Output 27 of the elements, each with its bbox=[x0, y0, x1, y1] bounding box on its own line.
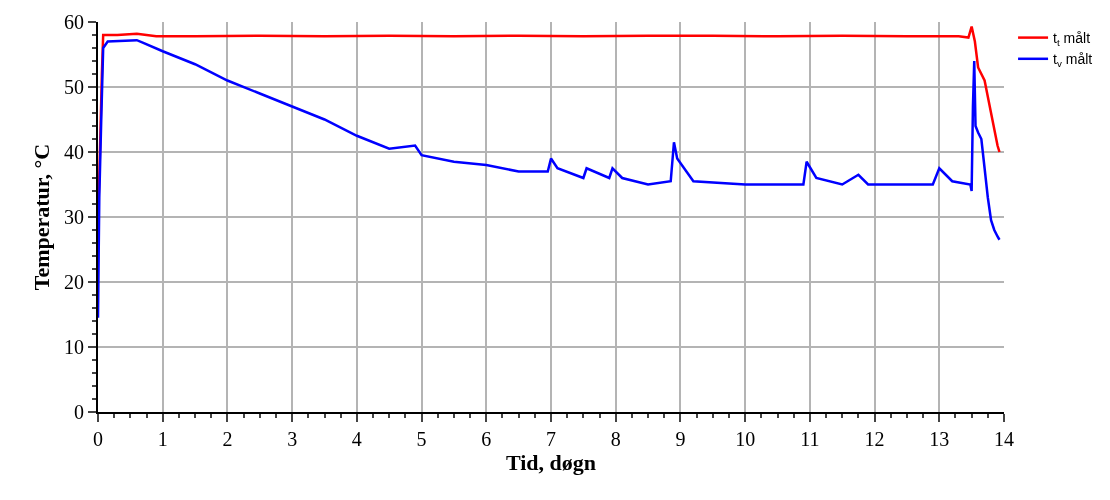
x-tick-label: 6 bbox=[481, 428, 492, 450]
x-tick-label: 10 bbox=[735, 428, 756, 450]
x-tick-label: 12 bbox=[864, 428, 885, 450]
legend-label: t$_{t}$ målt bbox=[1053, 30, 1091, 48]
x-tick-label: 7 bbox=[546, 428, 556, 450]
y-tick-label: 50 bbox=[64, 76, 84, 98]
y-tick-label: 10 bbox=[64, 336, 84, 358]
y-tick-label: 0 bbox=[74, 401, 84, 423]
x-tick-label: 11 bbox=[800, 428, 820, 450]
x-tick-label: 2 bbox=[222, 428, 233, 450]
y-tick-label: 60 bbox=[64, 11, 84, 33]
legend-label: t$_{v}$ målt bbox=[1053, 51, 1093, 70]
x-tick-label: 3 bbox=[287, 428, 298, 450]
y-tick-label: 30 bbox=[64, 206, 84, 228]
x-tick-label: 13 bbox=[929, 428, 950, 450]
x-tick-label: 5 bbox=[416, 428, 427, 450]
x-tick-label: 14 bbox=[994, 428, 1014, 450]
line-series bbox=[98, 38, 1001, 319]
y-tick-label: 40 bbox=[64, 141, 84, 163]
y-tick-label: 20 bbox=[64, 271, 84, 293]
x-tick-label: 9 bbox=[675, 428, 686, 450]
x-tick-label: 8 bbox=[610, 428, 621, 450]
y-axis-title: Temperatur, °C bbox=[29, 143, 55, 291]
x-tick-label: 1 bbox=[157, 428, 168, 450]
x-tick-label: 0 bbox=[93, 428, 103, 450]
x-tick-label: 4 bbox=[351, 428, 362, 450]
x-axis-title: Tid, døgn bbox=[505, 450, 597, 475]
